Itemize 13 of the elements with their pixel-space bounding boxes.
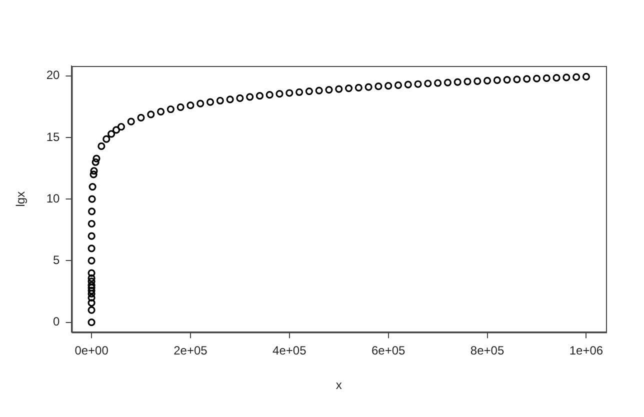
x-tick-label: 4e+05 — [272, 344, 307, 358]
x-tick-label: 6e+05 — [371, 344, 406, 358]
x-tick-label: 2e+05 — [174, 344, 208, 358]
y-tick-label: 10 — [46, 191, 60, 206]
y-tick-label: 0 — [53, 314, 60, 329]
x-tick-label: 8e+05 — [470, 344, 504, 358]
x-tick-label: 0e+00 — [74, 344, 109, 358]
y-tick-label: 15 — [46, 130, 60, 144]
y-tick-label: 20 — [46, 68, 60, 82]
x-tick-label: 1e+06 — [569, 344, 604, 358]
y-axis-title: lgx — [14, 191, 28, 207]
x-axis-title: x — [336, 378, 342, 392]
y-tick-label: 5 — [53, 253, 60, 268]
